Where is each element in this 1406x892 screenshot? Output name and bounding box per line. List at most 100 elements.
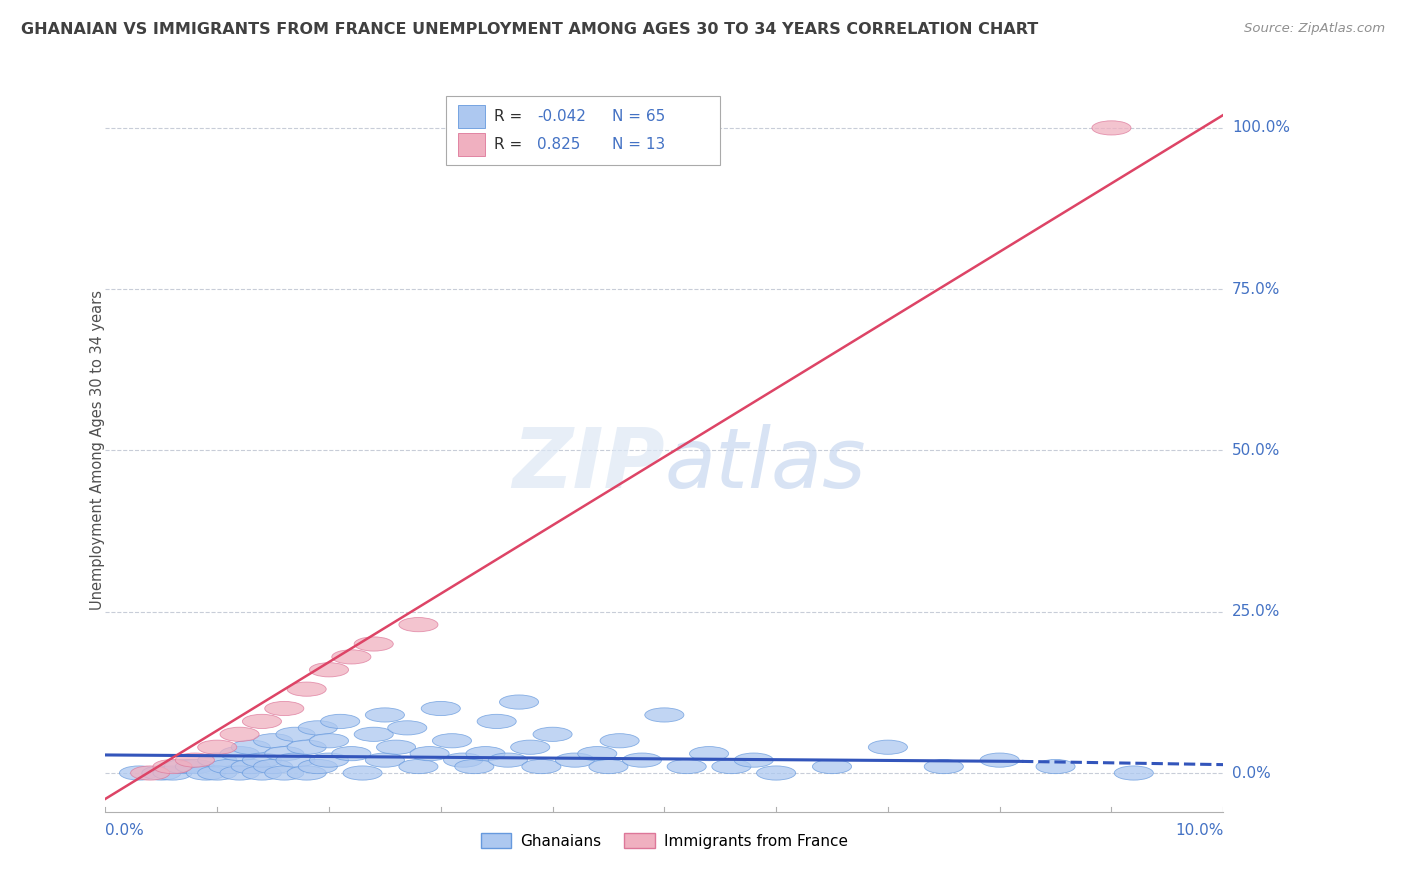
Ellipse shape bbox=[298, 721, 337, 735]
Text: -0.042: -0.042 bbox=[537, 109, 586, 124]
Ellipse shape bbox=[176, 753, 215, 767]
Ellipse shape bbox=[242, 714, 281, 729]
Ellipse shape bbox=[309, 733, 349, 747]
Ellipse shape bbox=[488, 753, 527, 767]
Ellipse shape bbox=[264, 701, 304, 715]
Ellipse shape bbox=[219, 766, 259, 780]
Text: 10.0%: 10.0% bbox=[1175, 823, 1223, 838]
Ellipse shape bbox=[354, 727, 394, 741]
Ellipse shape bbox=[276, 753, 315, 767]
Ellipse shape bbox=[276, 727, 315, 741]
Text: 25.0%: 25.0% bbox=[1232, 604, 1281, 619]
Ellipse shape bbox=[309, 663, 349, 677]
Ellipse shape bbox=[499, 695, 538, 709]
Text: atlas: atlas bbox=[665, 425, 866, 506]
Ellipse shape bbox=[666, 759, 706, 773]
Ellipse shape bbox=[411, 747, 449, 761]
Ellipse shape bbox=[287, 682, 326, 697]
Ellipse shape bbox=[131, 766, 170, 780]
Ellipse shape bbox=[253, 733, 292, 747]
Ellipse shape bbox=[321, 714, 360, 729]
Ellipse shape bbox=[242, 766, 281, 780]
Text: ZIP: ZIP bbox=[512, 425, 665, 506]
Ellipse shape bbox=[510, 740, 550, 755]
Text: 0.0%: 0.0% bbox=[105, 823, 145, 838]
Ellipse shape bbox=[209, 759, 247, 773]
FancyBboxPatch shape bbox=[457, 105, 485, 128]
Ellipse shape bbox=[600, 733, 640, 747]
Text: 50.0%: 50.0% bbox=[1232, 443, 1281, 458]
Ellipse shape bbox=[443, 753, 482, 767]
Ellipse shape bbox=[366, 708, 405, 722]
Text: R =: R = bbox=[495, 137, 527, 153]
Ellipse shape bbox=[734, 753, 773, 767]
Ellipse shape bbox=[1114, 766, 1153, 780]
Text: 0.825: 0.825 bbox=[537, 137, 581, 153]
Ellipse shape bbox=[287, 766, 326, 780]
Ellipse shape bbox=[298, 759, 337, 773]
Ellipse shape bbox=[477, 714, 516, 729]
Ellipse shape bbox=[422, 701, 460, 715]
Ellipse shape bbox=[366, 753, 405, 767]
Ellipse shape bbox=[176, 759, 215, 773]
Text: N = 13: N = 13 bbox=[612, 137, 665, 153]
Ellipse shape bbox=[399, 617, 439, 632]
Ellipse shape bbox=[623, 753, 662, 767]
Ellipse shape bbox=[198, 766, 236, 780]
Ellipse shape bbox=[354, 637, 394, 651]
Ellipse shape bbox=[454, 759, 494, 773]
Ellipse shape bbox=[756, 766, 796, 780]
Ellipse shape bbox=[198, 740, 236, 755]
Ellipse shape bbox=[332, 649, 371, 664]
Ellipse shape bbox=[142, 766, 181, 780]
Ellipse shape bbox=[433, 733, 471, 747]
Ellipse shape bbox=[578, 747, 617, 761]
Ellipse shape bbox=[198, 753, 236, 767]
Ellipse shape bbox=[388, 721, 427, 735]
Text: Source: ZipAtlas.com: Source: ZipAtlas.com bbox=[1244, 22, 1385, 36]
Ellipse shape bbox=[1036, 759, 1076, 773]
Text: R =: R = bbox=[495, 109, 527, 124]
Ellipse shape bbox=[309, 753, 349, 767]
Ellipse shape bbox=[153, 759, 193, 773]
Text: GHANAIAN VS IMMIGRANTS FROM FRANCE UNEMPLOYMENT AMONG AGES 30 TO 34 YEARS CORREL: GHANAIAN VS IMMIGRANTS FROM FRANCE UNEMP… bbox=[21, 22, 1039, 37]
Text: 0.0%: 0.0% bbox=[1232, 765, 1271, 780]
Ellipse shape bbox=[120, 766, 159, 780]
Ellipse shape bbox=[533, 727, 572, 741]
Legend: Ghanaians, Immigrants from France: Ghanaians, Immigrants from France bbox=[474, 827, 855, 855]
Text: 75.0%: 75.0% bbox=[1232, 282, 1281, 297]
Text: N = 65: N = 65 bbox=[612, 109, 665, 124]
Ellipse shape bbox=[253, 759, 292, 773]
Ellipse shape bbox=[287, 740, 326, 755]
Ellipse shape bbox=[264, 747, 304, 761]
Ellipse shape bbox=[332, 747, 371, 761]
Ellipse shape bbox=[377, 740, 416, 755]
Ellipse shape bbox=[645, 708, 683, 722]
Ellipse shape bbox=[1092, 120, 1130, 135]
Ellipse shape bbox=[522, 759, 561, 773]
Ellipse shape bbox=[555, 753, 595, 767]
Ellipse shape bbox=[231, 759, 270, 773]
Ellipse shape bbox=[343, 766, 382, 780]
Y-axis label: Unemployment Among Ages 30 to 34 years: Unemployment Among Ages 30 to 34 years bbox=[90, 291, 104, 610]
Ellipse shape bbox=[813, 759, 852, 773]
Ellipse shape bbox=[219, 747, 259, 761]
Ellipse shape bbox=[187, 766, 225, 780]
Ellipse shape bbox=[980, 753, 1019, 767]
Ellipse shape bbox=[869, 740, 907, 755]
FancyBboxPatch shape bbox=[457, 133, 485, 156]
Ellipse shape bbox=[165, 759, 204, 773]
Ellipse shape bbox=[219, 727, 259, 741]
Ellipse shape bbox=[924, 759, 963, 773]
Ellipse shape bbox=[711, 759, 751, 773]
Ellipse shape bbox=[242, 753, 281, 767]
Ellipse shape bbox=[465, 747, 505, 761]
Text: 100.0%: 100.0% bbox=[1232, 120, 1291, 136]
FancyBboxPatch shape bbox=[446, 96, 720, 165]
Ellipse shape bbox=[589, 759, 628, 773]
Ellipse shape bbox=[399, 759, 439, 773]
Ellipse shape bbox=[689, 747, 728, 761]
Ellipse shape bbox=[231, 740, 270, 755]
Ellipse shape bbox=[153, 766, 193, 780]
Ellipse shape bbox=[264, 766, 304, 780]
